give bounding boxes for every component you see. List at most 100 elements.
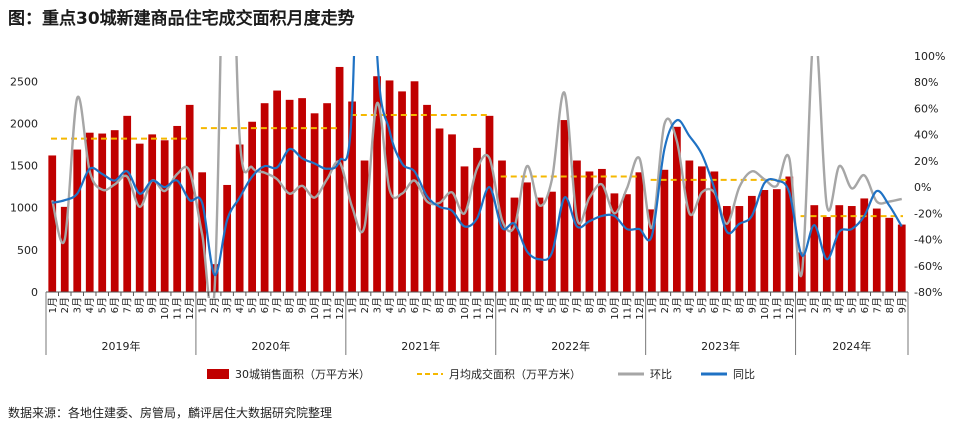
y2-tick-label: 40% xyxy=(914,129,938,142)
x-tick-label: 2月 xyxy=(659,297,671,313)
x-tick-label: 11月 xyxy=(621,297,633,320)
bar xyxy=(660,169,669,292)
x-tick-label: 9月 xyxy=(147,297,159,313)
x-tick-label: 12月 xyxy=(334,297,346,320)
bar xyxy=(847,206,856,292)
lines-layer xyxy=(51,56,903,298)
x-tick-label: 4月 xyxy=(534,297,546,313)
y2-tick-label: 0% xyxy=(914,181,931,194)
bar xyxy=(285,99,294,292)
x-tick-label: 9月 xyxy=(746,297,758,313)
x-tick-label: 11月 xyxy=(472,297,484,320)
x-tick-label: 10月 xyxy=(759,297,771,320)
y2-tick-label: 60% xyxy=(914,102,938,115)
x-tick-label: 5月 xyxy=(846,297,858,313)
bar xyxy=(585,171,594,292)
legend-label: 同比 xyxy=(733,368,755,381)
x-tick-label: 11月 xyxy=(172,297,184,320)
x-tick-label: 8月 xyxy=(134,297,146,313)
x-tick-label: 9月 xyxy=(896,297,908,313)
y2-tick-label: -40% xyxy=(914,234,942,247)
y-tick-label: 1500 xyxy=(10,160,38,173)
bars-layer xyxy=(48,66,906,293)
bar xyxy=(235,144,244,292)
bar xyxy=(448,134,456,292)
x-tick-label: 2月 xyxy=(509,297,521,313)
bar xyxy=(410,81,419,293)
y-tick-label: 500 xyxy=(17,244,38,257)
bar xyxy=(348,101,356,292)
bar xyxy=(885,217,894,292)
yoy-line xyxy=(52,56,903,277)
bar xyxy=(435,128,444,292)
x-tick-label: 8月 xyxy=(884,297,896,313)
bar xyxy=(323,103,331,292)
bar xyxy=(772,189,781,292)
bar xyxy=(373,76,381,292)
x-tick-label: 6月 xyxy=(709,297,721,313)
legend-layer: 30城销售面积（万平方米） 月均成交面积（万平方米） 环比 同比 xyxy=(207,367,755,381)
x-tick-label: 12月 xyxy=(484,297,496,320)
x-tick-label: 3月 xyxy=(521,297,533,313)
y2-tick-label: 100% xyxy=(914,50,945,63)
x-tick-label: 12月 xyxy=(634,297,646,320)
chart-title: 图：重点30城新建商品住宅成交面积月度走势 xyxy=(8,9,355,29)
x-tick-label: 3月 xyxy=(72,297,84,313)
x-tick-label: 7月 xyxy=(871,297,883,313)
bar xyxy=(747,195,756,292)
x-tick-label: 3月 xyxy=(222,297,234,313)
x-tick-label: 10月 xyxy=(309,297,321,320)
y2-tick-label: -80% xyxy=(914,286,942,299)
year-label: 2023年 xyxy=(701,339,740,353)
bar xyxy=(423,104,431,292)
bar xyxy=(123,115,132,292)
x-tick-label: 10月 xyxy=(159,297,171,320)
bar xyxy=(148,134,157,292)
bar xyxy=(310,113,319,292)
bar xyxy=(110,130,119,292)
x-tick-label: 12月 xyxy=(784,297,796,320)
bar xyxy=(98,133,107,292)
bar xyxy=(860,198,869,292)
x-tick-label: 3月 xyxy=(671,297,683,313)
axes-layer: 0 500 1000 1500 2000 2500 -80% -60% -40% -20% 0% 20… xyxy=(10,50,945,299)
bar xyxy=(835,205,844,292)
bar xyxy=(185,104,194,292)
x-tick-label: 6月 xyxy=(259,297,271,313)
bar xyxy=(610,193,619,292)
x-tick-label: 4月 xyxy=(834,297,846,313)
x-tick-label: 1月 xyxy=(47,297,59,313)
bar xyxy=(273,90,281,292)
x-tick-label: 10月 xyxy=(459,297,471,320)
x-tick-label: 1月 xyxy=(347,297,359,313)
bar xyxy=(685,160,694,292)
x-tick-label: 1月 xyxy=(496,297,508,313)
x-tick-label: 8月 xyxy=(734,297,746,313)
bar xyxy=(785,176,794,292)
x-tick-label: 8月 xyxy=(284,297,296,313)
bar xyxy=(648,209,656,292)
x-tick-label: 5月 xyxy=(247,297,259,313)
bar xyxy=(460,166,469,292)
x-tick-label: 1月 xyxy=(646,297,658,313)
x-tick-label: 9月 xyxy=(447,297,459,313)
bar xyxy=(485,115,494,292)
year-label: 2021年 xyxy=(401,339,440,353)
x-tick-label: 1月 xyxy=(197,297,209,313)
bar xyxy=(535,197,544,292)
x-tick-label: 5月 xyxy=(97,297,109,313)
bar xyxy=(635,172,644,292)
x-tick-label: 4月 xyxy=(234,297,246,313)
x-tick-label: 6月 xyxy=(409,297,421,313)
bar xyxy=(260,103,269,292)
bar xyxy=(697,166,706,292)
y-tick-label: 0 xyxy=(31,286,38,299)
year-label: 2022年 xyxy=(551,339,590,353)
bar xyxy=(85,132,94,292)
x-tick-label: 1月 xyxy=(796,297,808,313)
y-tick-label: 1000 xyxy=(10,202,38,215)
y-tick-label: 2500 xyxy=(10,75,38,88)
